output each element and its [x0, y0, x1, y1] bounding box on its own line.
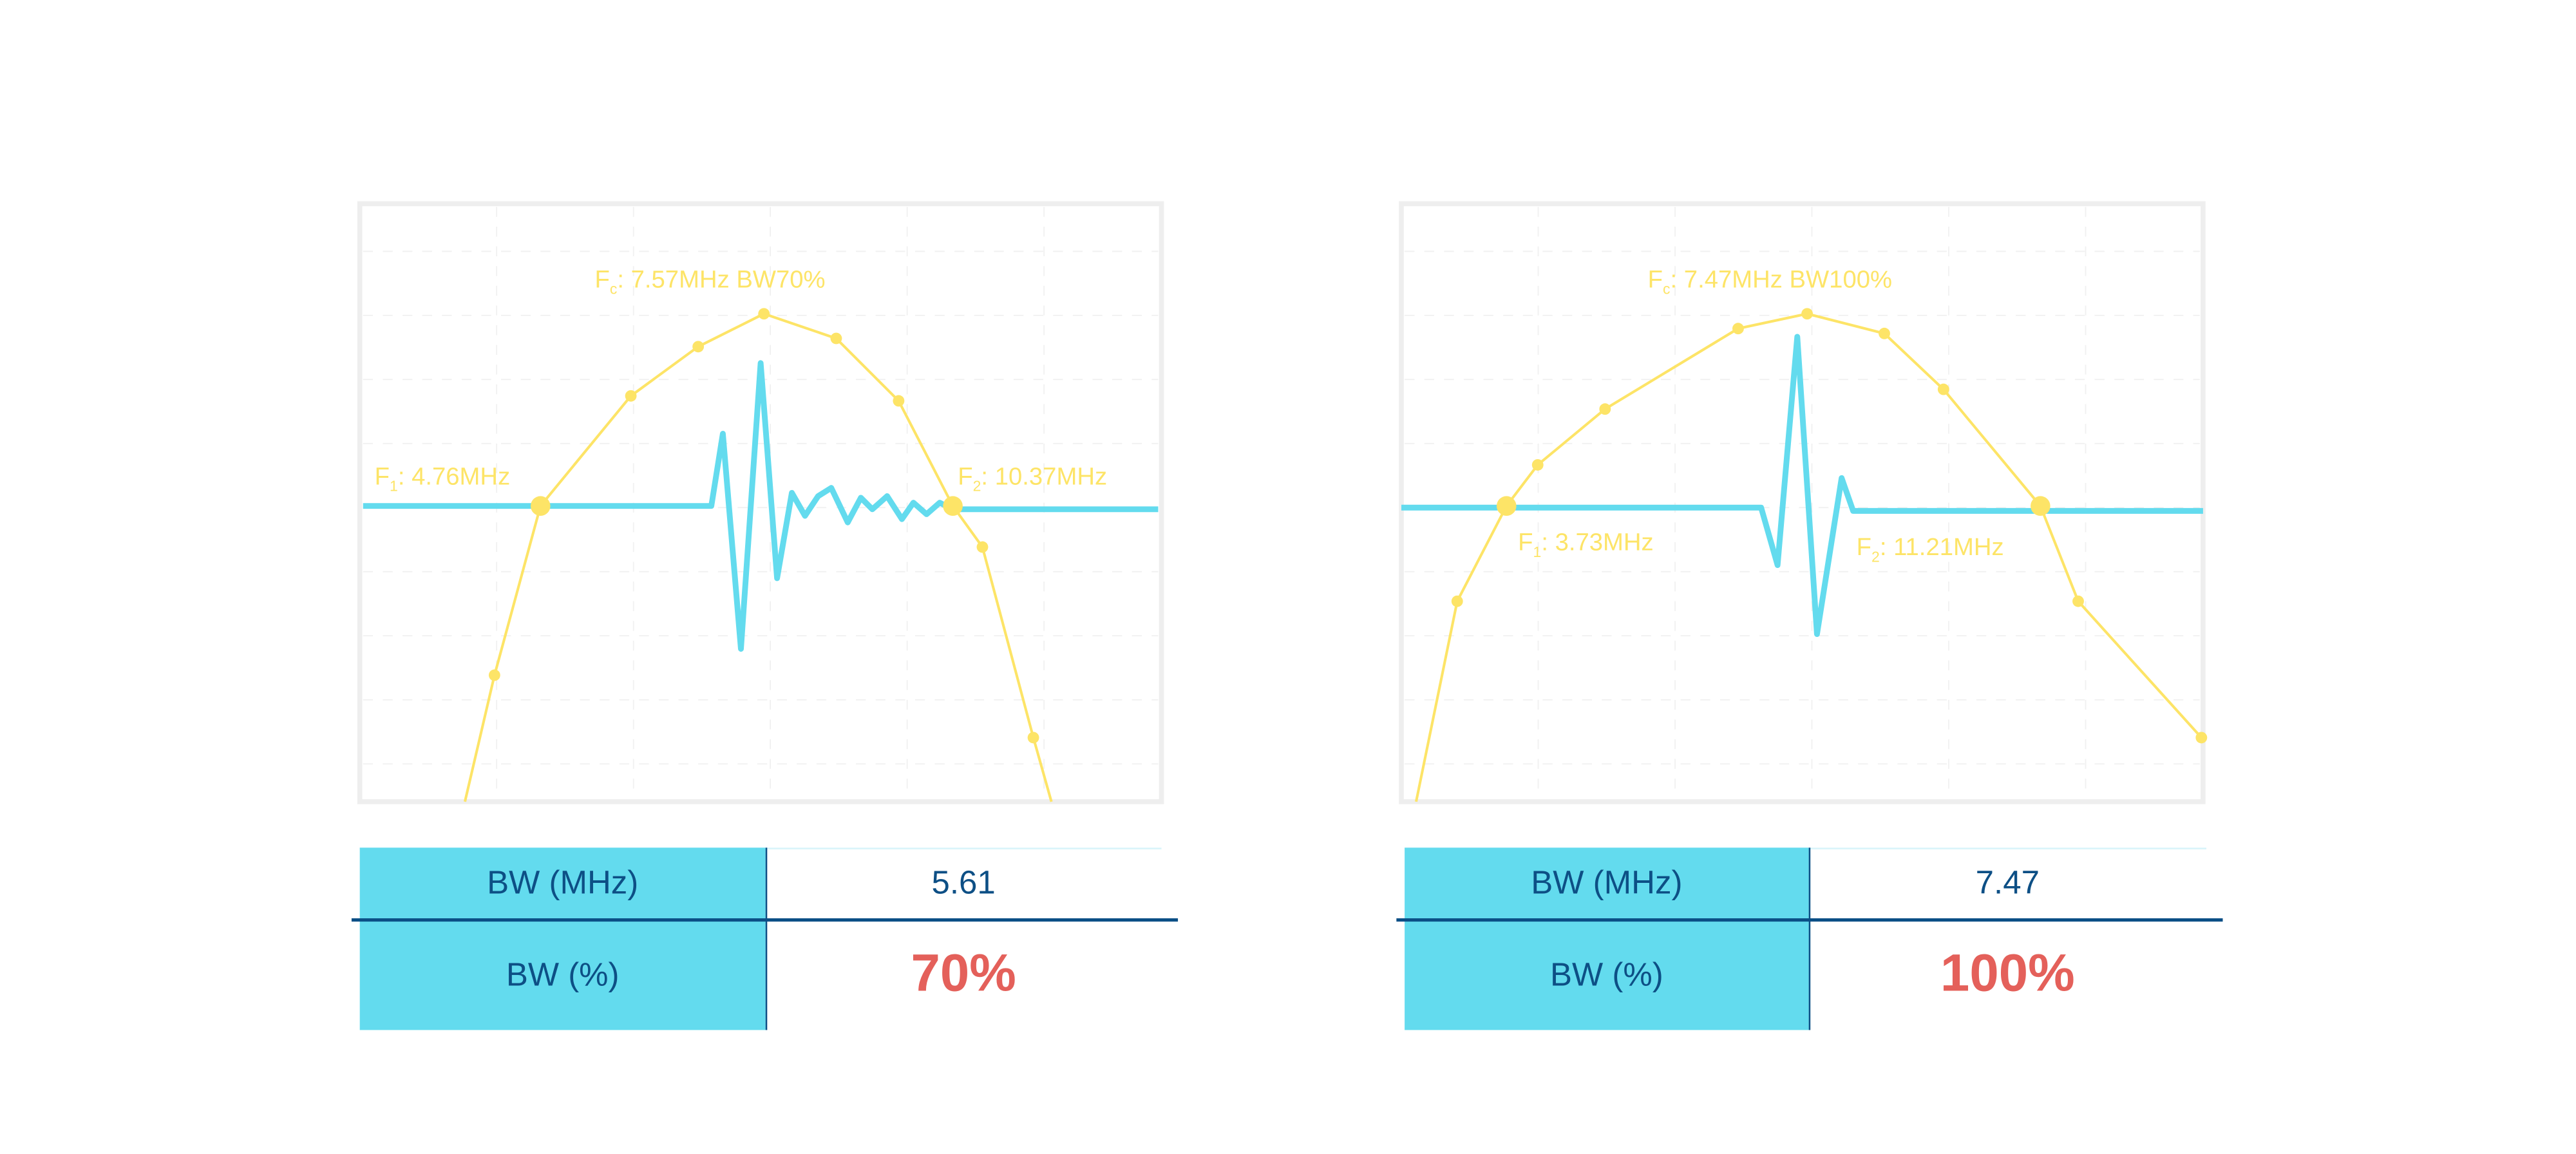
- data-point: [2195, 732, 2208, 744]
- pulse-waveform: [363, 360, 1159, 652]
- row-label-bw-pct: BW (%): [506, 956, 620, 994]
- frequency-response-curve: [463, 312, 1053, 802]
- cutoff-point: [2031, 496, 2050, 516]
- fc-label: Fc: 7.57MHz BW70%: [594, 266, 826, 298]
- frequency-response-curve: [1414, 312, 2202, 802]
- cutoff-point: [943, 496, 963, 516]
- value-bw-mhz: 5.61: [931, 865, 996, 902]
- data-point: [1879, 327, 1890, 339]
- table-header-column: [1405, 847, 1809, 1030]
- f1-label: F1: 4.76MHz: [374, 463, 511, 495]
- value-bw-mhz: 7.47: [1975, 865, 2040, 902]
- data-point: [1732, 323, 1744, 335]
- data-point: [488, 669, 500, 681]
- plot-frame: [357, 201, 1164, 804]
- data-point: [893, 395, 905, 407]
- cutoff-point: [530, 496, 551, 516]
- data-point: [625, 390, 637, 402]
- panel-70-plot: [357, 201, 1164, 804]
- f1-label: F1: 3.73MHz: [1518, 529, 1654, 560]
- value-bw-pct: 100%: [1940, 941, 2075, 1001]
- data-point: [1801, 308, 1814, 320]
- fc-label: Fc: 7.47MHz BW100%: [1647, 266, 1893, 298]
- pulse-waveform: [1401, 334, 2203, 638]
- table-column-divider: [1808, 847, 1811, 1030]
- f2-label: F2: 10.37MHz: [958, 463, 1108, 495]
- data-point: [1451, 595, 1463, 607]
- data-point: [692, 341, 705, 353]
- plot-frame: [1399, 201, 2206, 804]
- data-point: [976, 541, 989, 553]
- table-divider: [351, 918, 1179, 922]
- data-point: [758, 308, 770, 320]
- f2-label: F2: 11.21MHz: [1856, 534, 2004, 565]
- table-header-column: [359, 847, 766, 1030]
- data-point: [1027, 732, 1039, 744]
- data-point: [1531, 459, 1544, 471]
- data-point: [1937, 383, 1949, 395]
- data-point: [1599, 403, 1611, 415]
- row-label-bw-mhz: BW (MHz): [487, 865, 639, 902]
- row-label-bw-mhz: BW (MHz): [1531, 865, 1683, 902]
- value-bw-pct: 70%: [911, 941, 1016, 1001]
- cutoff-point: [1496, 496, 1517, 516]
- row-label-bw-pct: BW (%): [1549, 956, 1663, 994]
- table-column-divider: [765, 847, 768, 1030]
- data-point: [2072, 595, 2084, 607]
- data-point: [830, 332, 842, 345]
- panel-100-plot: [1399, 201, 2208, 804]
